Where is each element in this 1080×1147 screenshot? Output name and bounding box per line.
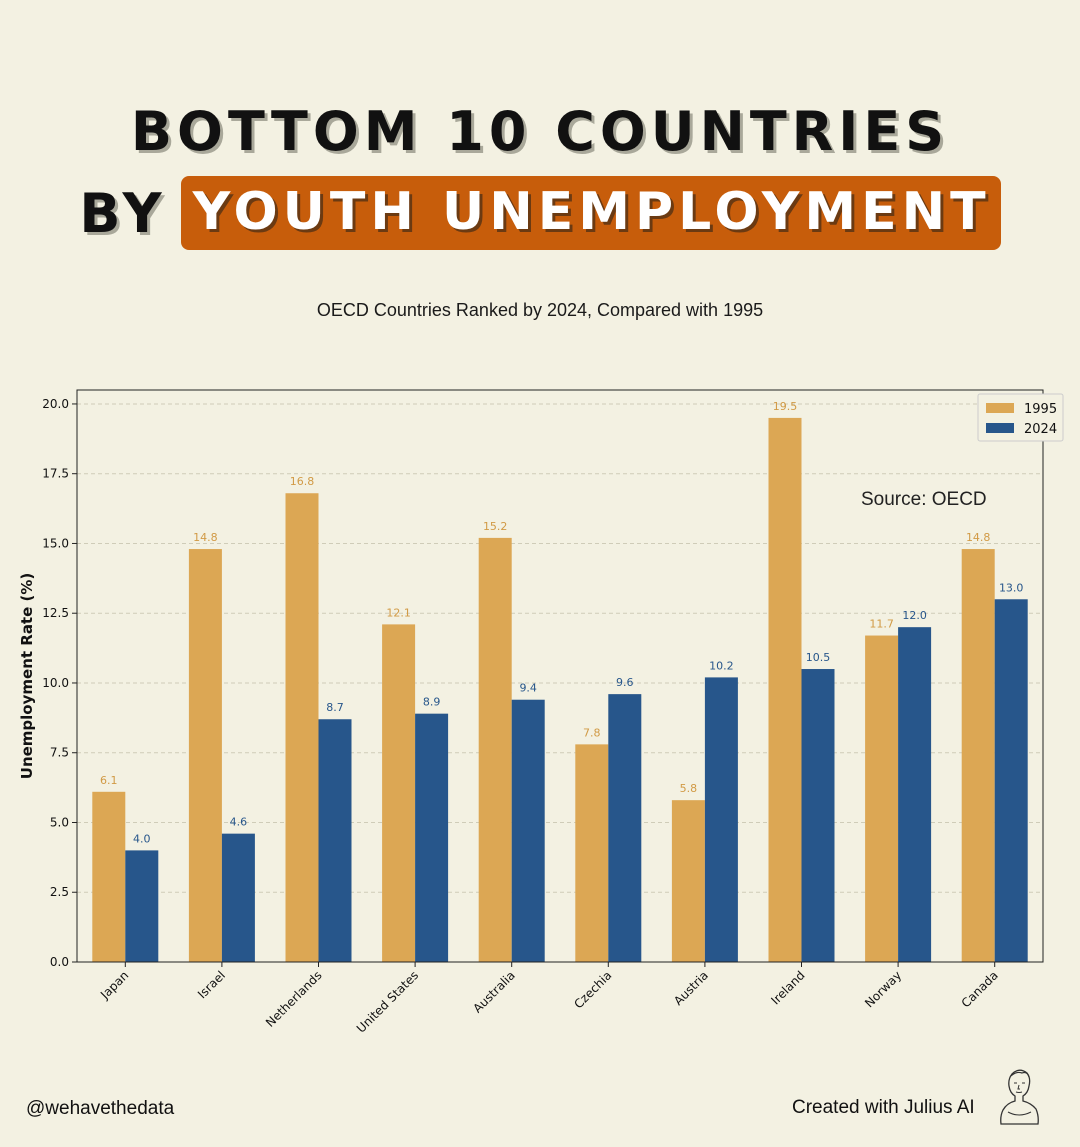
data-label: 6.1 — [100, 774, 118, 787]
data-label: 10.2 — [709, 659, 734, 672]
y-tick-label: 5.0 — [50, 815, 69, 829]
data-label: 8.7 — [326, 701, 344, 714]
legend: 1995 2024 — [977, 393, 1064, 442]
data-label: 11.7 — [869, 618, 894, 631]
data-label: 15.2 — [483, 520, 508, 533]
chart-subtitle: OECD Countries Ranked by 2024, Compared … — [316, 300, 764, 320]
data-label: 14.8 — [193, 531, 218, 544]
social-handle: @wehavethedata — [26, 1098, 175, 1119]
bust-icon — [1000, 1069, 1039, 1125]
data-label: 14.8 — [966, 531, 991, 544]
bar-2024 — [221, 833, 255, 962]
data-label: 9.6 — [616, 676, 634, 689]
bar-2024 — [415, 713, 449, 962]
bar-1995 — [865, 635, 899, 962]
x-tick-label: Czechia — [571, 968, 614, 1011]
bar-1995 — [671, 800, 705, 962]
data-label: 13.0 — [999, 581, 1024, 594]
bar-2024 — [704, 677, 738, 962]
y-tick-label: 0.0 — [50, 955, 69, 969]
x-tick-label: Canada — [959, 968, 1001, 1010]
data-label: 19.5 — [773, 400, 798, 413]
x-tick-label: Australia — [470, 968, 517, 1015]
y-tick-label: 2.5 — [50, 885, 69, 899]
x-tick-label: Israel — [195, 968, 228, 1001]
x-tick-label: United States — [354, 968, 421, 1035]
legend-swatch-1995 — [986, 403, 1014, 413]
bar-2024 — [994, 599, 1028, 962]
data-label: 10.5 — [806, 651, 831, 664]
title-line-2: BY YOUTH UNEMPLOYMENT — [0, 176, 1080, 250]
title-highlight: YOUTH UNEMPLOYMENT — [180, 176, 1001, 250]
data-labels: 6.1 4.0 14.8 4.6 16.8 8.7 12.1 8.9 15.2 9.4 7.8 9.6… — [100, 400, 1023, 845]
bar-chart: 6.1 4.0 14.8 4.6 16.8 8.7 12.1 8.9 15.2 9.4 7.8 9.6… — [18, 389, 1064, 1036]
y-tick-label: 15.0 — [42, 536, 69, 550]
legend-swatch-2024 — [986, 423, 1014, 433]
source-annotation: Source: OECD — [861, 489, 987, 510]
bar-1995 — [961, 549, 995, 962]
y-tick-label: 20.0 — [42, 397, 69, 411]
bar-1995 — [188, 549, 222, 962]
bars — [92, 417, 1028, 962]
data-label: 9.4 — [519, 682, 537, 695]
y-axis: 0.0 2.5 5.0 7.5 10.0 12.5 15.0 17.5 20.0 — [42, 397, 77, 969]
bar-1995 — [285, 493, 319, 962]
bar-1995 — [575, 744, 609, 962]
title-line-1: BOTTOM 10 COUNTRIES — [130, 100, 950, 163]
data-label: 16.8 — [290, 475, 315, 488]
bar-2024 — [608, 694, 642, 962]
data-label: 7.8 — [583, 726, 601, 739]
bar-2024 — [801, 669, 835, 962]
bar-1995 — [382, 624, 416, 962]
bar-2024 — [125, 850, 159, 962]
x-tick-label: Norway — [862, 968, 904, 1010]
plot-frame — [76, 389, 1044, 963]
credit-text: Created with Julius AI — [792, 1097, 975, 1118]
x-tick-label: Netherlands — [263, 968, 325, 1030]
y-tick-label: 17.5 — [42, 467, 69, 481]
data-label: 5.8 — [680, 782, 698, 795]
bar-2024 — [511, 699, 545, 962]
y-tick-label: 7.5 — [50, 746, 69, 760]
bar-1995 — [92, 791, 126, 962]
legend-label: 2024 — [1024, 422, 1057, 437]
y-axis-label: Unemployment Rate (%) — [18, 573, 36, 779]
data-label: 8.9 — [423, 696, 441, 709]
data-label: 12.1 — [386, 606, 411, 619]
data-label: 12.0 — [902, 609, 927, 622]
data-label: 4.0 — [133, 832, 151, 845]
x-tick-label: Japan — [97, 968, 131, 1002]
y-tick-label: 10.0 — [42, 676, 69, 690]
bar-1995 — [478, 537, 512, 962]
x-tick-label: Austria — [671, 968, 711, 1008]
x-tick-label: Ireland — [768, 968, 807, 1007]
title-by: BY — [79, 181, 167, 245]
legend-label: 1995 — [1024, 402, 1057, 417]
bar-2024 — [318, 719, 352, 962]
data-label: 4.6 — [230, 816, 248, 829]
bar-2024 — [898, 627, 932, 962]
x-axis: Japan Israel Netherlands United States Austr… — [97, 962, 1001, 1036]
bar-1995 — [768, 417, 802, 962]
y-tick-label: 12.5 — [42, 606, 69, 620]
